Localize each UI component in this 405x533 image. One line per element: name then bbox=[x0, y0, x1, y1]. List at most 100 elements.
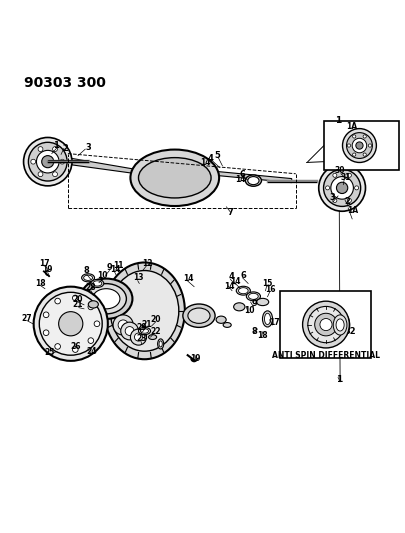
Ellipse shape bbox=[110, 271, 178, 351]
Ellipse shape bbox=[182, 304, 215, 327]
Circle shape bbox=[134, 333, 142, 341]
Circle shape bbox=[55, 298, 60, 304]
Text: 3: 3 bbox=[85, 143, 91, 152]
Ellipse shape bbox=[264, 313, 270, 325]
Ellipse shape bbox=[91, 279, 104, 287]
Circle shape bbox=[342, 128, 375, 163]
Ellipse shape bbox=[93, 281, 102, 286]
Text: 30: 30 bbox=[333, 166, 344, 175]
Circle shape bbox=[351, 138, 366, 153]
Text: 29: 29 bbox=[136, 324, 147, 332]
Circle shape bbox=[42, 156, 54, 168]
Text: 4: 4 bbox=[207, 154, 213, 163]
Text: 15: 15 bbox=[262, 279, 272, 288]
Text: 1: 1 bbox=[53, 141, 59, 150]
Ellipse shape bbox=[262, 311, 272, 327]
Text: 17: 17 bbox=[40, 259, 50, 268]
Ellipse shape bbox=[238, 288, 247, 294]
Circle shape bbox=[302, 301, 349, 348]
Circle shape bbox=[38, 147, 43, 151]
Circle shape bbox=[36, 150, 59, 173]
Ellipse shape bbox=[157, 339, 163, 349]
Text: 11: 11 bbox=[113, 261, 123, 270]
Circle shape bbox=[31, 159, 36, 164]
Circle shape bbox=[88, 304, 94, 310]
Text: 31: 31 bbox=[340, 173, 351, 182]
Circle shape bbox=[23, 138, 72, 186]
Text: 19: 19 bbox=[190, 354, 200, 363]
Ellipse shape bbox=[333, 315, 346, 335]
Text: 90303 300: 90303 300 bbox=[23, 76, 105, 90]
Text: ANTI SPIN DIFFERENTIAL: ANTI SPIN DIFFERENTIAL bbox=[271, 351, 379, 360]
Circle shape bbox=[332, 173, 336, 177]
Circle shape bbox=[125, 327, 134, 335]
Text: 7: 7 bbox=[227, 207, 233, 216]
Circle shape bbox=[39, 292, 102, 355]
Text: 10: 10 bbox=[243, 306, 254, 316]
Text: 20: 20 bbox=[150, 315, 160, 324]
Text: 14: 14 bbox=[110, 265, 120, 274]
Text: 9: 9 bbox=[107, 263, 112, 272]
Text: 27: 27 bbox=[21, 313, 32, 322]
Circle shape bbox=[336, 182, 347, 193]
Ellipse shape bbox=[159, 341, 162, 347]
Circle shape bbox=[72, 295, 78, 301]
Circle shape bbox=[43, 330, 49, 336]
Text: 8: 8 bbox=[251, 327, 257, 335]
Circle shape bbox=[58, 312, 83, 336]
Text: 12: 12 bbox=[142, 259, 152, 268]
Ellipse shape bbox=[138, 158, 211, 198]
Text: 21: 21 bbox=[72, 300, 83, 309]
Text: 14: 14 bbox=[234, 175, 245, 184]
Ellipse shape bbox=[140, 329, 148, 333]
FancyBboxPatch shape bbox=[323, 122, 398, 169]
Text: 2: 2 bbox=[343, 198, 350, 206]
Text: 20: 20 bbox=[72, 295, 82, 304]
Text: 14: 14 bbox=[199, 158, 210, 167]
Circle shape bbox=[43, 312, 49, 318]
Circle shape bbox=[352, 153, 355, 156]
Circle shape bbox=[307, 306, 343, 343]
Ellipse shape bbox=[86, 284, 126, 314]
Ellipse shape bbox=[245, 175, 261, 186]
Circle shape bbox=[118, 320, 128, 330]
Text: 3: 3 bbox=[328, 192, 334, 201]
Text: 32: 32 bbox=[343, 327, 355, 335]
Circle shape bbox=[72, 347, 78, 352]
Text: 14: 14 bbox=[224, 282, 234, 291]
Text: 1: 1 bbox=[334, 116, 340, 125]
Circle shape bbox=[362, 153, 365, 156]
Circle shape bbox=[113, 315, 133, 335]
Text: 21: 21 bbox=[141, 320, 151, 329]
Circle shape bbox=[60, 159, 64, 164]
Text: 1A: 1A bbox=[347, 206, 358, 215]
Circle shape bbox=[318, 165, 364, 211]
Circle shape bbox=[38, 172, 43, 176]
Ellipse shape bbox=[138, 327, 150, 335]
Circle shape bbox=[352, 135, 355, 138]
Circle shape bbox=[347, 144, 350, 147]
Ellipse shape bbox=[248, 293, 258, 300]
Circle shape bbox=[130, 329, 146, 345]
Ellipse shape bbox=[247, 176, 258, 184]
Circle shape bbox=[120, 322, 138, 340]
Text: 25: 25 bbox=[45, 348, 55, 357]
Ellipse shape bbox=[104, 262, 184, 359]
Circle shape bbox=[323, 169, 360, 206]
Circle shape bbox=[34, 287, 108, 361]
Circle shape bbox=[362, 135, 365, 138]
Ellipse shape bbox=[81, 274, 94, 282]
Text: 14: 14 bbox=[183, 274, 194, 283]
Polygon shape bbox=[207, 171, 291, 183]
Circle shape bbox=[55, 344, 60, 349]
Circle shape bbox=[53, 172, 57, 176]
Text: 14: 14 bbox=[230, 277, 240, 286]
FancyBboxPatch shape bbox=[280, 290, 370, 358]
Circle shape bbox=[88, 338, 94, 343]
Circle shape bbox=[330, 176, 352, 199]
Circle shape bbox=[354, 186, 358, 190]
Ellipse shape bbox=[233, 303, 244, 311]
Text: 18: 18 bbox=[257, 332, 267, 341]
Ellipse shape bbox=[88, 301, 98, 308]
Text: 1A: 1A bbox=[346, 122, 357, 131]
